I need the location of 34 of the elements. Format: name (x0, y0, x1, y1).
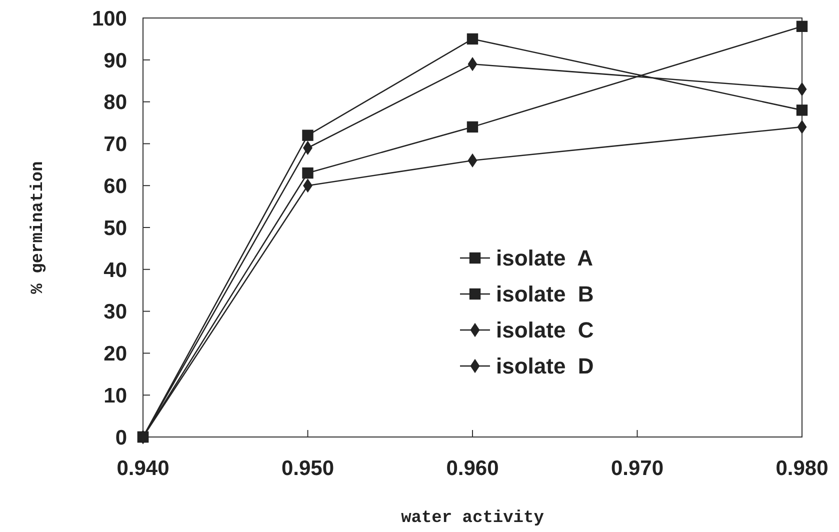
legend-label: isolate C (496, 318, 594, 343)
point (796, 20, 808, 32)
point (302, 167, 314, 179)
point (302, 130, 314, 141)
legend-label: isolate D (496, 354, 594, 379)
x-tick-label: 0.950 (281, 457, 334, 480)
y-tick-label: 10 (104, 384, 127, 408)
x-tick-label: 0.940 (116, 457, 170, 480)
point (468, 57, 478, 71)
y-axis-title: % germination (29, 161, 48, 294)
point (468, 154, 478, 168)
y-tick-label: 40 (104, 258, 127, 282)
point (303, 141, 312, 154)
legend-label: isolate A (496, 246, 594, 271)
y-tick-label: 70 (104, 133, 127, 156)
point (466, 121, 478, 133)
y-tick-label: 50 (104, 216, 127, 240)
y-tick-label: 30 (104, 300, 127, 324)
y-tick-label: 80 (104, 91, 127, 114)
point (466, 33, 478, 45)
point (303, 179, 312, 192)
y-tick-label: 60 (104, 174, 127, 198)
y-tick-label: 20 (104, 342, 127, 366)
x-axis-title: water activity (401, 509, 544, 528)
x-tick-label: 0.980 (776, 457, 828, 480)
legend-label: isolate B (496, 282, 594, 307)
point (797, 120, 807, 134)
x-tick-label: 0.960 (446, 457, 499, 480)
y-tick-label: 90 (104, 49, 127, 72)
y-tick-label: 100 (92, 7, 127, 30)
y-tick-label: 0 (115, 426, 127, 450)
point (797, 82, 807, 96)
x-tick-label: 0.970 (610, 457, 664, 480)
point (796, 104, 808, 116)
